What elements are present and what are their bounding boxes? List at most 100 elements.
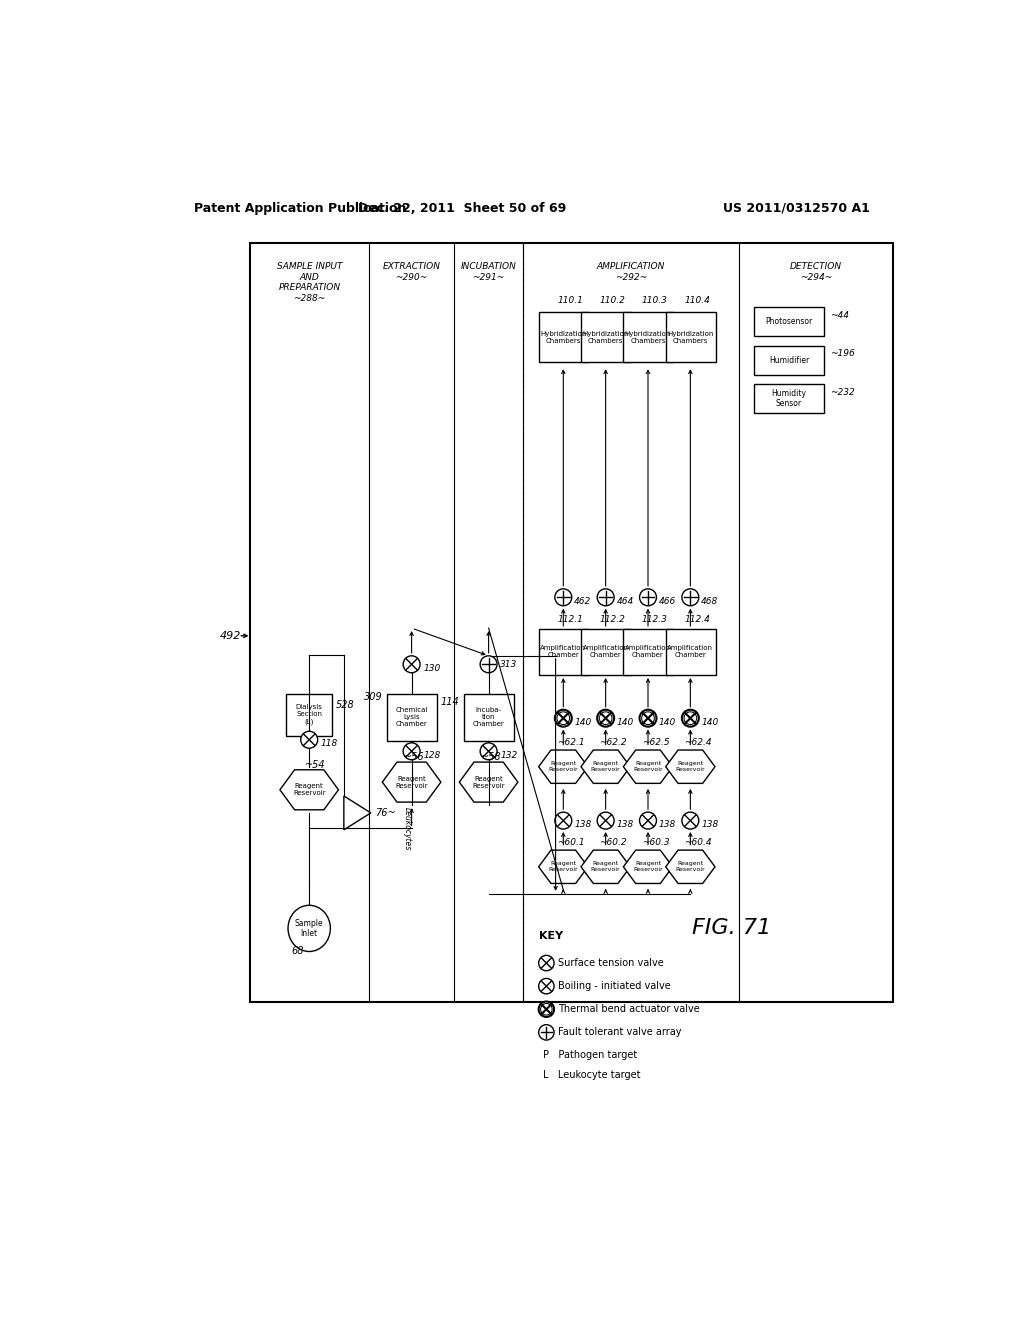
Text: L   Leukocyte target: L Leukocyte target (543, 1069, 640, 1080)
Circle shape (480, 743, 497, 760)
Circle shape (539, 956, 554, 970)
Polygon shape (624, 850, 673, 883)
Text: Hybridization
Chambers: Hybridization Chambers (583, 331, 629, 345)
Text: Reagent
Reservoir: Reagent Reservoir (549, 862, 579, 873)
Bar (581, 313, 631, 363)
Bar (666, 313, 716, 363)
Text: DETECTION
~294~: DETECTION ~294~ (790, 263, 842, 281)
Text: 309: 309 (364, 693, 382, 702)
Bar (624, 628, 674, 675)
Text: Reagent
Reservoir: Reagent Reservoir (293, 783, 326, 796)
Text: ~58: ~58 (481, 752, 502, 763)
Circle shape (642, 711, 654, 725)
Text: ~54: ~54 (305, 760, 326, 770)
Text: 462: 462 (574, 597, 591, 606)
Polygon shape (539, 750, 588, 783)
Circle shape (682, 710, 698, 726)
Text: Reagent
Reservoir: Reagent Reservoir (472, 776, 505, 788)
Circle shape (539, 978, 554, 994)
Text: Leukocytes: Leukocytes (403, 807, 413, 850)
Text: Hybridization
Chambers: Hybridization Chambers (668, 331, 714, 345)
Text: Amplification
Chamber: Amplification Chamber (625, 645, 671, 659)
Text: ~60.1: ~60.1 (557, 838, 585, 846)
Circle shape (555, 812, 571, 829)
Text: 112.2: 112.2 (599, 615, 626, 624)
Text: 68: 68 (292, 946, 304, 957)
Bar (624, 313, 674, 363)
Text: 110.4: 110.4 (684, 297, 710, 305)
Text: 140: 140 (701, 718, 719, 726)
Text: ~60.4: ~60.4 (684, 838, 712, 846)
Text: 114: 114 (440, 697, 460, 708)
Text: 528: 528 (336, 700, 355, 710)
Text: 128: 128 (423, 751, 440, 759)
Circle shape (684, 711, 696, 725)
Polygon shape (344, 796, 371, 830)
Text: 492: 492 (220, 631, 242, 640)
Text: 138: 138 (658, 820, 676, 829)
Circle shape (599, 711, 612, 725)
Circle shape (597, 812, 614, 829)
Circle shape (480, 656, 497, 673)
Text: 110.3: 110.3 (642, 297, 668, 305)
Text: Reagent
Reservoir: Reagent Reservoir (591, 862, 621, 873)
Text: 140: 140 (616, 718, 634, 726)
Text: 132: 132 (500, 751, 517, 759)
Circle shape (640, 710, 656, 726)
Text: 138: 138 (574, 820, 591, 829)
Polygon shape (581, 850, 631, 883)
Text: Amplification
Chamber: Amplification Chamber (541, 645, 587, 659)
Text: ~232: ~232 (829, 388, 854, 397)
Text: FIG. 71: FIG. 71 (691, 919, 771, 939)
Text: ~56: ~56 (403, 752, 425, 763)
Text: EXTRACTION
~290~: EXTRACTION ~290~ (383, 263, 440, 281)
Text: SAMPLE INPUT
AND
PREPARATION
~288~: SAMPLE INPUT AND PREPARATION ~288~ (276, 263, 342, 302)
Circle shape (682, 589, 698, 606)
Text: 313: 313 (500, 660, 517, 669)
Text: 112.3: 112.3 (642, 615, 668, 624)
Text: Fault tolerant valve array: Fault tolerant valve array (558, 1027, 681, 1038)
Text: 464: 464 (616, 597, 634, 606)
Polygon shape (460, 762, 518, 803)
Text: US 2011/0312570 A1: US 2011/0312570 A1 (723, 202, 869, 215)
Text: ~44: ~44 (829, 312, 849, 319)
Polygon shape (539, 850, 588, 883)
Text: 110.1: 110.1 (557, 297, 583, 305)
Bar (539, 313, 589, 363)
Text: 76~: 76~ (375, 808, 395, 818)
Text: Reagent
Reservoir: Reagent Reservoir (591, 762, 621, 772)
Text: ~62.2: ~62.2 (599, 738, 627, 747)
Text: Hybridization
Chambers: Hybridization Chambers (540, 331, 587, 345)
Text: Amplification
Chamber: Amplification Chamber (583, 645, 629, 659)
Text: 118: 118 (321, 739, 338, 748)
Text: Incuba-
tion
Chamber: Incuba- tion Chamber (473, 708, 505, 727)
Text: ~62.1: ~62.1 (557, 738, 585, 747)
Bar (666, 628, 716, 675)
Bar (581, 628, 631, 675)
Text: 138: 138 (616, 820, 634, 829)
Bar (539, 628, 589, 675)
Text: Humidifier: Humidifier (769, 355, 809, 364)
Text: Dec. 22, 2011  Sheet 50 of 69: Dec. 22, 2011 Sheet 50 of 69 (357, 202, 566, 215)
Bar (286, 693, 333, 737)
Text: ~60.3: ~60.3 (642, 838, 670, 846)
Polygon shape (382, 762, 441, 803)
Text: Photosensor: Photosensor (765, 317, 812, 326)
Text: AMPLIFICATION
~292~: AMPLIFICATION ~292~ (597, 263, 666, 281)
Text: Reagent
Reservoir: Reagent Reservoir (549, 762, 579, 772)
Text: ~62.5: ~62.5 (642, 738, 670, 747)
Text: Sample
Inlet: Sample Inlet (295, 919, 324, 939)
Text: Humidity
Sensor: Humidity Sensor (771, 389, 807, 408)
Circle shape (640, 589, 656, 606)
Bar (755, 308, 823, 337)
Bar (250, 243, 893, 1002)
Text: KEY: KEY (539, 931, 563, 941)
Circle shape (597, 710, 614, 726)
Text: Boiling - initiated valve: Boiling - initiated valve (558, 981, 671, 991)
Text: 112.1: 112.1 (557, 615, 583, 624)
Text: P   Pathogen target: P Pathogen target (543, 1051, 637, 1060)
Polygon shape (666, 850, 715, 883)
Text: Reagent
Reservoir: Reagent Reservoir (633, 762, 663, 772)
Text: ~62.4: ~62.4 (684, 738, 712, 747)
Circle shape (403, 656, 420, 673)
